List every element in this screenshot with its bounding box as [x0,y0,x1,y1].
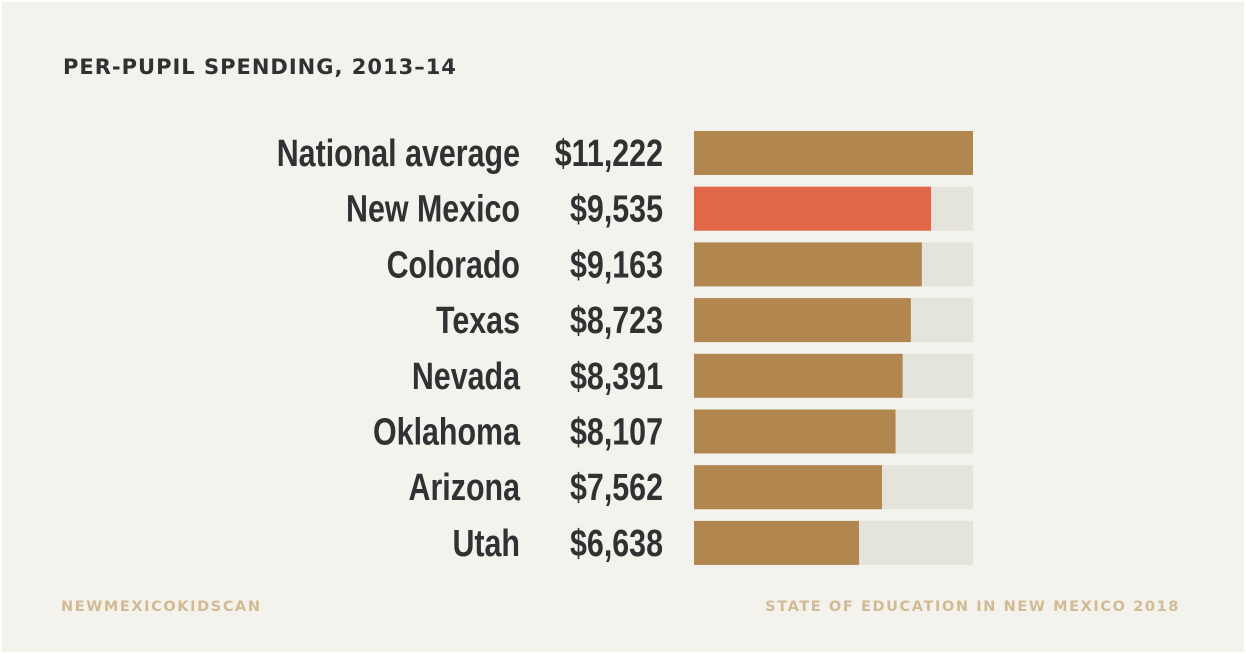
category-label-new-mexico: New Mexico [346,189,520,231]
value-label-nevada: $8,391 [570,356,663,398]
category-label-texas: Texas [436,300,520,342]
bar-utah [694,520,860,565]
bar-nevada [694,353,903,398]
category-label-utah: Utah [452,523,520,565]
bar-national-average [694,131,973,175]
bar-new-mexico [694,186,932,231]
category-label-nevada: Nevada [412,356,521,398]
value-label-colorado: $9,163 [570,244,663,286]
chart-title: PER-PUPIL SPENDING, 2013–14 [63,55,457,79]
value-label-arizona: $7,562 [570,467,663,509]
category-label-oklahoma: Oklahoma [373,411,521,453]
value-label-texas: $8,723 [570,300,663,342]
bar-colorado [694,242,922,287]
category-label-national-average: National average [277,133,520,175]
value-label-new-mexico: $9,535 [570,189,663,231]
bar-arizona [694,465,883,510]
bar-oklahoma [694,409,896,454]
category-label-colorado: Colorado [387,244,520,286]
value-label-utah: $6,638 [570,523,663,565]
category-label-arizona: Arizona [409,467,521,509]
footer-brand: NEWMEXICOKIDSCAN [61,599,262,615]
footer-report-name: STATE OF EDUCATION IN NEW MEXICO 2018 [765,599,1180,615]
value-label-national-average: $11,222 [555,133,663,175]
value-label-oklahoma: $8,107 [570,411,663,453]
bar-texas [694,298,911,343]
